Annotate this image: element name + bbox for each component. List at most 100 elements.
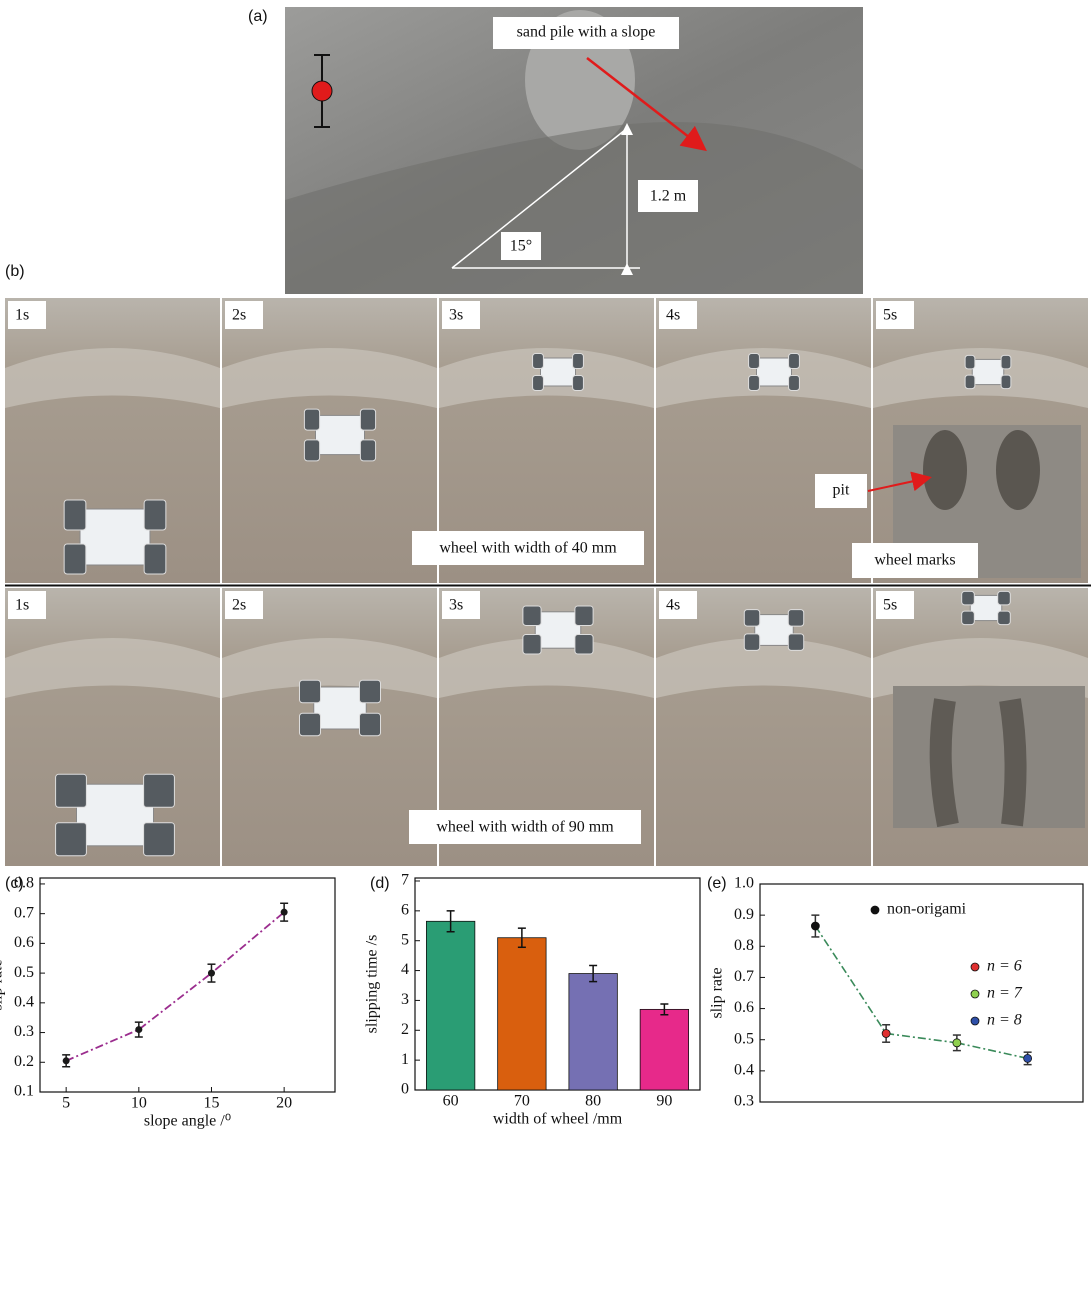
x-tick-label: 90 xyxy=(656,1093,672,1110)
frame-label: 3s xyxy=(449,597,463,614)
robot-wheel xyxy=(1001,355,1011,369)
frame-label: 5s xyxy=(883,597,897,614)
legend-marker xyxy=(871,906,879,914)
robot-body xyxy=(316,415,365,454)
robot-wheel xyxy=(56,823,87,856)
y-tick-label: 7 xyxy=(401,872,409,889)
y-axis-label: slipping time /s xyxy=(364,935,381,1034)
data-point xyxy=(811,922,819,930)
y-tick-label: 0.8 xyxy=(734,937,754,954)
frame-label: 5s xyxy=(883,307,897,324)
y-tick-label: 2 xyxy=(401,1021,409,1038)
y-tick-label: 0.9 xyxy=(734,906,754,923)
robot-wheel xyxy=(360,713,381,736)
panel-label: (a) xyxy=(248,8,268,25)
robot-wheel xyxy=(962,611,975,625)
inset-photo xyxy=(893,686,1085,828)
robot-body xyxy=(77,784,154,846)
robot-wheel xyxy=(744,634,759,651)
data-point xyxy=(953,1039,961,1047)
robot-wheel xyxy=(789,354,800,369)
annotation: 1.2 m xyxy=(650,188,687,205)
panel-label: (b) xyxy=(5,263,25,280)
data-point xyxy=(208,970,215,977)
robot-wheel xyxy=(965,375,975,389)
robot-wheel xyxy=(523,635,541,655)
y-tick-label: 0.3 xyxy=(14,1023,34,1040)
robot-wheel xyxy=(998,591,1011,605)
annotation: 15° xyxy=(510,238,532,255)
figure: non-origamin = 6n = 7n = 8 (a) sand pile… xyxy=(0,0,1091,1302)
y-tick-label: 0.7 xyxy=(734,968,754,985)
y-axis-label: slip rate xyxy=(709,967,726,1018)
connector-line xyxy=(886,1033,957,1042)
frame-label: 1s xyxy=(15,307,29,324)
caption: wheel with width of 90 mm xyxy=(436,819,614,836)
robot-wheel xyxy=(749,354,760,369)
data-line xyxy=(66,912,284,1061)
connector-line xyxy=(957,1043,1028,1059)
robot-wheel xyxy=(64,500,86,530)
y-tick-label: 0.1 xyxy=(14,1083,34,1100)
robot-wheel xyxy=(788,634,803,651)
robot-wheel xyxy=(144,823,175,856)
y-tick-label: 0.3 xyxy=(734,1093,754,1110)
y-tick-label: 5 xyxy=(401,931,409,948)
robot-wheel xyxy=(573,376,584,391)
caption: wheel with width of 40 mm xyxy=(439,540,617,557)
y-tick-label: 0.6 xyxy=(14,934,34,951)
robot-wheel xyxy=(788,610,803,627)
robot-wheel xyxy=(144,544,166,574)
robot-wheel xyxy=(300,713,321,736)
robot-body xyxy=(80,509,150,565)
x-tick-label: 80 xyxy=(585,1093,601,1110)
robot-body xyxy=(535,612,581,648)
bar xyxy=(426,921,474,1090)
robot-wheel xyxy=(533,354,544,369)
robot-wheel xyxy=(304,440,319,461)
robot-wheel xyxy=(304,409,319,430)
x-tick-label: 60 xyxy=(443,1093,459,1110)
y-tick-label: 0 xyxy=(401,1081,409,1098)
x-tick-label: 20 xyxy=(276,1095,292,1112)
x-tick-label: 70 xyxy=(514,1093,530,1110)
y-tick-label: 0.8 xyxy=(14,875,34,892)
robot-wheel xyxy=(56,774,87,807)
robot-wheel xyxy=(998,611,1011,625)
robot-body xyxy=(972,359,1004,384)
robot-wheel xyxy=(300,680,321,703)
x-tick-label: 15 xyxy=(203,1095,219,1112)
frame-label: 4s xyxy=(666,597,680,614)
y-tick-label: 0.4 xyxy=(14,994,34,1011)
x-axis-label: width of wheel /mm xyxy=(493,1111,623,1128)
inset-detail xyxy=(996,430,1040,510)
robot-wheel xyxy=(744,610,759,627)
robot-wheel xyxy=(533,376,544,391)
robot-body xyxy=(970,595,1002,620)
y-tick-label: 0.2 xyxy=(14,1053,34,1070)
robot-wheel xyxy=(965,355,975,369)
robot-wheel xyxy=(144,774,175,807)
frame-label: 4s xyxy=(666,307,680,324)
bar xyxy=(498,938,546,1090)
legend-label: n = 7 xyxy=(987,985,1023,1002)
bar xyxy=(569,974,617,1090)
panel-label: (e) xyxy=(707,875,727,892)
y-tick-label: 0.5 xyxy=(14,964,34,981)
robot-wheel xyxy=(749,376,760,391)
legend-marker xyxy=(971,1017,979,1025)
annotation: sand pile with a slope xyxy=(517,24,656,41)
y-tick-label: 4 xyxy=(401,961,409,978)
x-tick-label: 10 xyxy=(131,1095,147,1112)
robot-wheel xyxy=(962,591,975,605)
inset-detail xyxy=(923,430,967,510)
robot-wheel xyxy=(575,606,593,626)
panel-label: (d) xyxy=(370,875,390,892)
robot-wheel xyxy=(789,376,800,391)
frame-label: 1s xyxy=(15,597,29,614)
legend-marker xyxy=(971,990,979,998)
y-tick-label: 1.0 xyxy=(734,875,754,892)
y-axis-label: slip rate xyxy=(0,959,6,1010)
robot-body xyxy=(755,615,794,646)
connector-line xyxy=(815,926,886,1033)
